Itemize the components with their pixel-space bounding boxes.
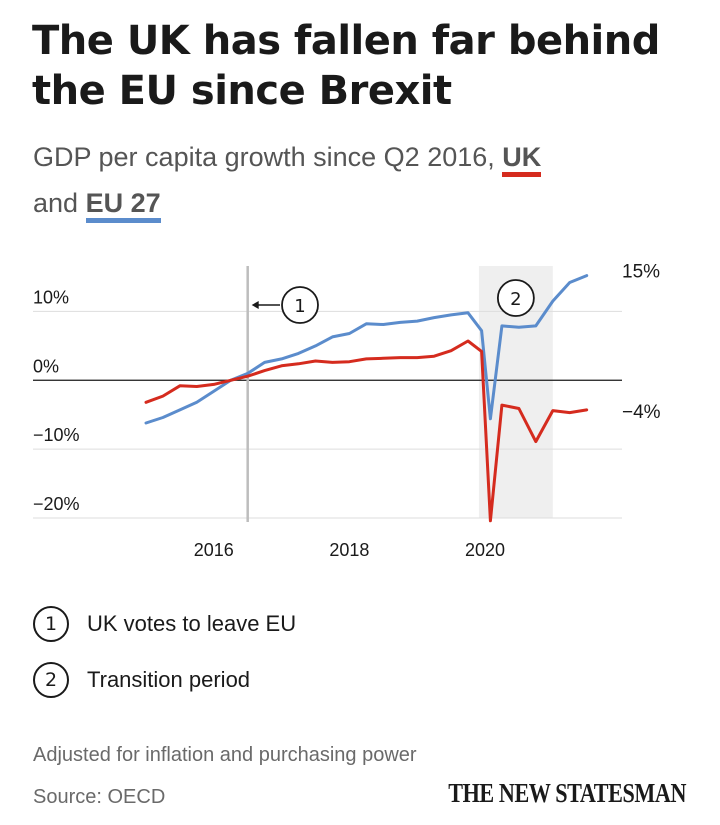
y-tick-label: −20% [33, 494, 80, 514]
new-statesman-logo: THE NEW STATESMAN [448, 778, 686, 808]
y-tick-label: 10% [33, 287, 69, 307]
chart-title: The UK has fallen far behind the EU sinc… [32, 18, 660, 114]
footnote: Adjusted for inflation and purchasing po… [33, 744, 417, 766]
subtitle-uk-label: UK [502, 142, 542, 177]
series-end-label: 15% [622, 262, 660, 283]
series-end-label: −4% [622, 402, 661, 423]
legend-text-1: UK votes to leave EU [87, 611, 297, 636]
arrow-head-icon [251, 301, 259, 309]
subtitle-prefix: GDP per capita growth since Q2 2016, [33, 142, 495, 172]
x-tick-label: 2018 [329, 540, 369, 560]
y-tick-label: 0% [33, 356, 59, 376]
line-chart: 10% 0% −10% −20% 2016 2018 2020 15% −4% 1 2 [33, 262, 661, 560]
series-line-uk [144, 339, 589, 523]
legend-item-brexit-vote: 1 UK votes to leave EU [33, 606, 296, 642]
legend-text-2: Transition period [87, 667, 251, 692]
subtitle-eu-label: EU 27 [85, 188, 161, 223]
annotation-number-1: 1 [294, 296, 305, 317]
chart-subtitle: GDP per capita growth since Q2 2016, UK … [33, 134, 703, 226]
annotation-marker-2 [496, 279, 535, 317]
annotation-marker-1 [281, 286, 319, 324]
annotation-number-2: 2 [510, 289, 521, 310]
legend-marker-1: 1 [33, 606, 69, 642]
x-tick-label: 2016 [194, 540, 234, 560]
x-tick-label: 2020 [465, 540, 505, 560]
series-line-eu27 [144, 274, 589, 425]
y-tick-label: −10% [33, 425, 80, 445]
subtitle-joiner: and [33, 188, 79, 218]
legend-item-transition: 2 Transition period [33, 662, 250, 698]
source-note: Source: OECD [33, 786, 166, 808]
legend-marker-2: 2 [33, 662, 69, 698]
